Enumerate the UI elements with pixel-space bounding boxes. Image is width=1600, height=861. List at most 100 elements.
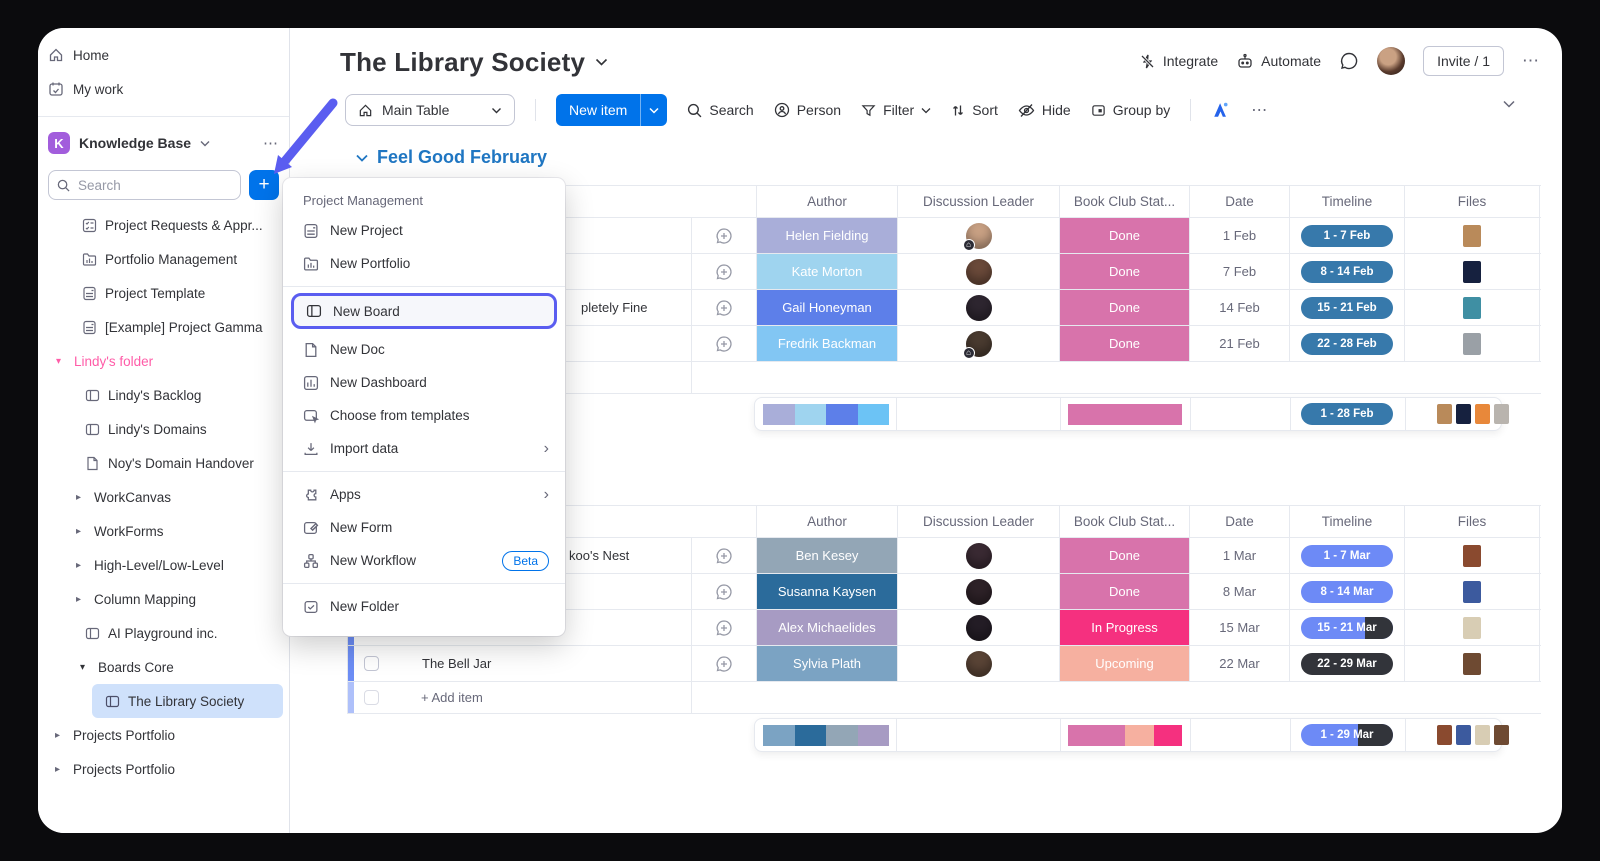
column-header-status[interactable]: Book Club Stat... bbox=[1060, 506, 1190, 537]
discussion-leader-cell[interactable]: ⌂ bbox=[898, 646, 1060, 681]
column-header-files[interactable]: Files bbox=[1405, 186, 1540, 217]
date-cell[interactable]: 1 Mar bbox=[1190, 538, 1290, 573]
collapsed-arrow-icon[interactable]: ▸ bbox=[76, 525, 82, 537]
menu-item-new-workflow[interactable]: New Workflow Beta bbox=[283, 544, 565, 577]
status-cell[interactable]: Done bbox=[1060, 254, 1190, 289]
column-header-timeline[interactable]: Timeline bbox=[1290, 186, 1405, 217]
view-selector[interactable]: Main Table bbox=[345, 94, 515, 126]
author-summary-bar[interactable] bbox=[763, 404, 889, 425]
status-cell[interactable]: Done bbox=[1060, 326, 1190, 361]
add-conversation-cell[interactable] bbox=[692, 254, 757, 289]
sidebar-item-my-work[interactable]: My work bbox=[48, 74, 279, 104]
collapsed-arrow-icon[interactable]: ▸ bbox=[76, 559, 82, 571]
author-cell[interactable]: Fredrik Backman bbox=[757, 326, 898, 361]
date-cell[interactable]: 7 Feb bbox=[1190, 254, 1290, 289]
status-cell[interactable]: Done bbox=[1060, 290, 1190, 325]
item-name[interactable]: koo's Nest bbox=[569, 548, 630, 563]
sidebar-item-project-gamma[interactable]: [Example] Project Gamma bbox=[38, 310, 287, 344]
date-cell[interactable]: 21 Feb bbox=[1190, 326, 1290, 361]
date-cell[interactable]: 15 Mar bbox=[1190, 610, 1290, 645]
author-cell[interactable]: Helen Fielding bbox=[757, 218, 898, 253]
timeline-cell[interactable]: 22 - 29 Mar bbox=[1290, 646, 1405, 681]
sidebar-item-home[interactable]: Home bbox=[48, 40, 279, 70]
discussion-leader-cell[interactable]: ⌂ bbox=[898, 290, 1060, 325]
files-cell[interactable] bbox=[1405, 646, 1540, 681]
file-thumbnail[interactable] bbox=[1463, 296, 1481, 319]
timeline-pill[interactable]: 15 - 21 Feb bbox=[1301, 296, 1393, 319]
files-summary[interactable] bbox=[1405, 725, 1541, 745]
toolbar-more-icon[interactable]: ⋯ bbox=[1251, 102, 1269, 119]
column-header-leader[interactable]: Discussion Leader bbox=[898, 506, 1060, 537]
timeline-pill[interactable]: 1 - 7 Mar bbox=[1301, 544, 1393, 567]
files-cell[interactable] bbox=[1405, 574, 1540, 609]
discussion-leader-cell[interactable]: ⌂ bbox=[898, 574, 1060, 609]
group-title-february[interactable]: Feel Good February bbox=[356, 147, 547, 168]
page-title[interactable]: The Library Society bbox=[340, 46, 586, 77]
status-cell[interactable]: In Progress bbox=[1060, 610, 1190, 645]
add-conversation-cell[interactable] bbox=[692, 610, 757, 645]
timeline-pill[interactable]: 22 - 28 Feb bbox=[1301, 332, 1393, 355]
file-thumbnail[interactable] bbox=[1463, 224, 1481, 247]
sidebar-item-lindys-domains[interactable]: Lindy's Domains bbox=[38, 412, 287, 446]
add-item-label[interactable]: + Add item bbox=[421, 690, 483, 705]
chat-bubble-icon[interactable] bbox=[1339, 51, 1359, 71]
sidebar-item-project-requests[interactable]: Project Requests & Appr... bbox=[38, 208, 287, 242]
menu-item-choose-templates[interactable]: Choose from templates bbox=[283, 399, 565, 432]
date-cell[interactable]: 8 Mar bbox=[1190, 574, 1290, 609]
sidebar-folder-projects-portfolio-1[interactable]: ▸ Projects Portfolio bbox=[38, 718, 287, 752]
collapsed-arrow-icon[interactable]: ▸ bbox=[55, 729, 61, 741]
timeline-cell[interactable]: 8 - 14 Feb bbox=[1290, 254, 1405, 289]
sidebar-item-noys-handover[interactable]: Noy's Domain Handover bbox=[38, 446, 287, 480]
menu-item-import-data[interactable]: Import data › bbox=[283, 432, 565, 465]
file-thumbnail[interactable] bbox=[1463, 616, 1481, 639]
table-row[interactable]: The Bell Jar Sylvia Plath ⌂ Upcoming 22 … bbox=[347, 646, 1541, 682]
timeline-cell[interactable]: 15 - 21 Feb bbox=[1290, 290, 1405, 325]
sidebar-folder-workcanvas[interactable]: ▸ WorkCanvas bbox=[38, 480, 287, 514]
sidebar-folder-lindys[interactable]: ▾ Lindy's folder bbox=[38, 344, 287, 378]
column-header-leader[interactable]: Discussion Leader bbox=[898, 186, 1060, 217]
add-conversation-cell[interactable] bbox=[692, 290, 757, 325]
discussion-leader-cell[interactable]: ⌂ bbox=[898, 610, 1060, 645]
files-summary[interactable] bbox=[1405, 404, 1541, 424]
menu-item-apps[interactable]: Apps › bbox=[283, 478, 565, 511]
author-cell[interactable]: Kate Morton bbox=[757, 254, 898, 289]
chevron-down-icon[interactable] bbox=[356, 154, 368, 162]
add-conversation-cell[interactable] bbox=[692, 574, 757, 609]
menu-item-new-form[interactable]: New Form bbox=[283, 511, 565, 544]
files-cell[interactable] bbox=[1405, 538, 1540, 573]
status-cell[interactable]: Done bbox=[1060, 538, 1190, 573]
author-cell[interactable]: Ben Kesey bbox=[757, 538, 898, 573]
person-filter-button[interactable]: Person bbox=[774, 102, 841, 118]
timeline-pill[interactable]: 8 - 14 Feb bbox=[1301, 260, 1393, 283]
discussion-leader-cell[interactable]: ⌂ bbox=[898, 538, 1060, 573]
date-cell[interactable]: 1 Feb bbox=[1190, 218, 1290, 253]
workspace-switcher[interactable]: K Knowledge Base ⋯ bbox=[48, 128, 279, 158]
add-item-cell[interactable]: + Add item bbox=[347, 682, 692, 713]
ai-assistant-icon[interactable] bbox=[1211, 101, 1231, 119]
status-cell[interactable]: Done bbox=[1060, 218, 1190, 253]
sidebar-folder-boards-core[interactable]: ▾ Boards Core bbox=[38, 650, 287, 684]
invite-button[interactable]: Invite / 1 bbox=[1423, 46, 1504, 76]
timeline-cell[interactable]: 8 - 14 Mar bbox=[1290, 574, 1405, 609]
sidebar-item-ai-playground[interactable]: AI Playground inc. bbox=[38, 616, 287, 650]
file-thumbnail[interactable] bbox=[1463, 580, 1481, 603]
author-cell[interactable]: Alex Michaelides bbox=[757, 610, 898, 645]
automate-button[interactable]: Automate bbox=[1236, 53, 1321, 70]
status-summary-bar[interactable] bbox=[1068, 725, 1182, 746]
status-cell[interactable]: Upcoming bbox=[1060, 646, 1190, 681]
sidebar-folder-column-mapping[interactable]: ▸ Column Mapping bbox=[38, 582, 287, 616]
add-button[interactable]: + bbox=[249, 170, 279, 200]
add-item-row[interactable]: + Add item bbox=[347, 682, 1541, 714]
sidebar-item-portfolio-management[interactable]: Portfolio Management bbox=[38, 242, 287, 276]
new-item-dropdown[interactable] bbox=[640, 94, 668, 126]
search-button[interactable]: Search bbox=[687, 102, 754, 118]
files-cell[interactable] bbox=[1405, 290, 1540, 325]
add-conversation-cell[interactable] bbox=[692, 326, 757, 361]
collapsed-arrow-icon[interactable]: ▸ bbox=[76, 593, 82, 605]
search-input[interactable] bbox=[76, 176, 232, 194]
files-cell[interactable] bbox=[1405, 218, 1540, 253]
sidebar-item-project-template[interactable]: Project Template bbox=[38, 276, 287, 310]
group-by-button[interactable]: Group by bbox=[1091, 102, 1170, 118]
timeline-cell[interactable]: 22 - 28 Feb bbox=[1290, 326, 1405, 361]
file-thumbnail[interactable] bbox=[1463, 652, 1481, 675]
